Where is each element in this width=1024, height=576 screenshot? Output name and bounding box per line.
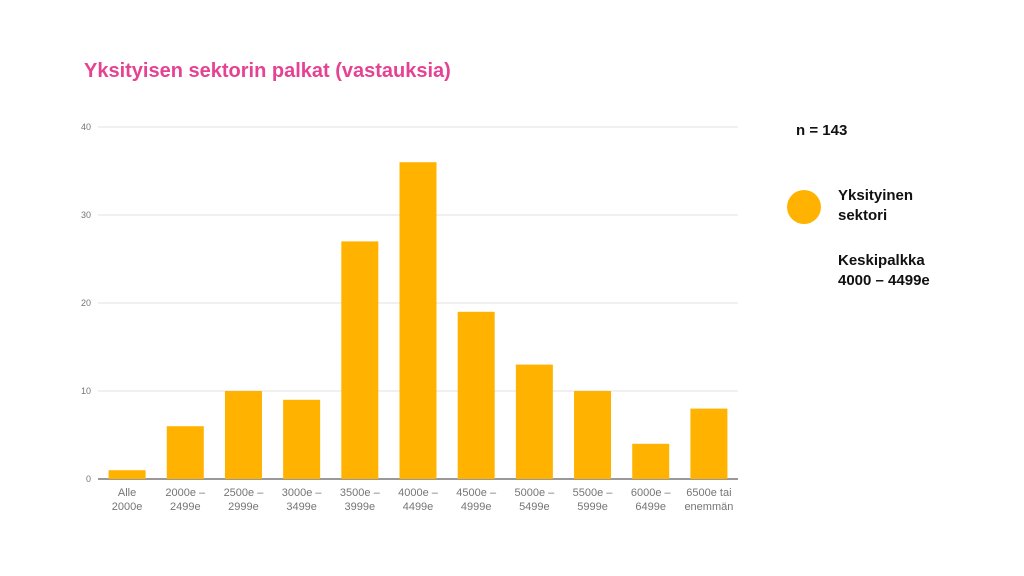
chart-title: Yksityisen sektorin palkat (vastauksia) <box>84 60 451 82</box>
legend-label-line1: Yksityinen <box>838 187 914 204</box>
average-salary-note: Keskipalkka 4000 – 4499e <box>838 251 998 291</box>
y-tick-label: 40 <box>81 122 91 132</box>
x-tick-label: 3500e –3999e <box>340 487 381 513</box>
x-tick-label: 5500e –5999e <box>573 487 614 513</box>
x-tick-label: 6000e –6499e <box>631 487 672 513</box>
bars <box>108 162 728 479</box>
legend-label: Yksityinen sektori <box>838 186 978 226</box>
bar <box>166 426 204 479</box>
bar <box>574 391 612 479</box>
bar <box>341 241 379 479</box>
x-tick-label: 4500e –4999e <box>456 487 497 513</box>
x-tick-labels: Alle 2000e 2000e –2499e 2500e –2999e 3000e –… <box>112 487 734 513</box>
y-tick-labels: 0 10 20 30 40 <box>81 122 91 484</box>
y-tick-label: 10 <box>81 386 91 396</box>
bar <box>632 443 670 479</box>
bar <box>690 408 728 479</box>
sample-size-label: n = 143 <box>796 122 848 139</box>
bar <box>457 311 495 479</box>
y-tick-label: 0 <box>86 474 91 484</box>
legend-label-line2: sektori <box>838 207 888 224</box>
bar <box>399 162 437 479</box>
x-tick-label: 4000e –4499e <box>398 487 439 513</box>
x-tick-label: 2000e –2499e <box>165 487 206 513</box>
average-salary-value: 4000 – 4499e <box>838 272 930 289</box>
y-tick-label: 30 <box>81 210 91 220</box>
x-tick-label: 2500e –2999e <box>224 487 265 513</box>
average-salary-label: Keskipalkka <box>838 252 925 269</box>
bar <box>108 470 146 479</box>
x-tick-label: 3000e –3499e <box>282 487 323 513</box>
bar <box>283 399 321 479</box>
legend-marker <box>787 190 821 224</box>
y-tick-label: 20 <box>81 298 91 308</box>
bar <box>224 391 262 479</box>
x-tick-label: 6500e tai enemmän <box>684 487 733 513</box>
bar <box>515 364 553 479</box>
x-tick-label: 5000e –5499e <box>514 487 555 513</box>
x-tick-label: Alle 2000e <box>112 487 143 513</box>
